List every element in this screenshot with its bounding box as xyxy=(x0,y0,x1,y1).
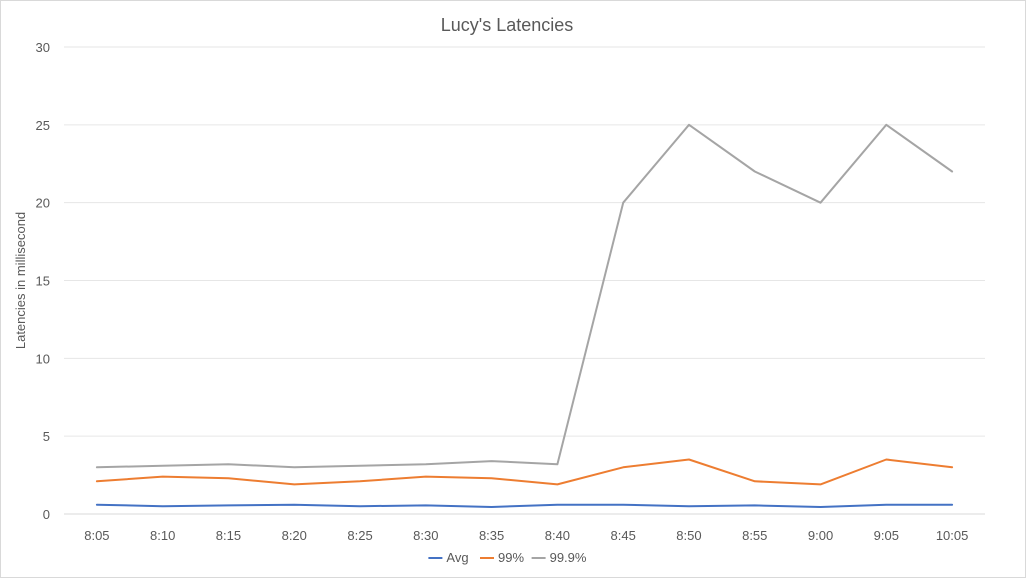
legend-label: Avg xyxy=(446,550,468,565)
y-tick-label: 20 xyxy=(36,196,50,211)
series-line-99- xyxy=(95,458,954,486)
x-tick-label: 8:55 xyxy=(742,528,767,543)
x-tick-label: 8:05 xyxy=(84,528,109,543)
x-tick-label: 8:15 xyxy=(216,528,241,543)
x-tick-label: 10:05 xyxy=(936,528,969,543)
legend-item: Avg xyxy=(428,550,469,565)
x-tick-label: 8:30 xyxy=(413,528,438,543)
x-tick-label: 9:05 xyxy=(874,528,899,543)
y-tick-label: 10 xyxy=(36,351,50,366)
y-axis-title: Latencies in millisecond xyxy=(13,212,28,349)
x-tick-label: 8:10 xyxy=(150,528,175,543)
gridlines xyxy=(64,46,985,515)
x-tick-label: 8:20 xyxy=(282,528,307,543)
x-tick-label: 8:35 xyxy=(479,528,504,543)
x-tick-label: 9:00 xyxy=(808,528,833,543)
legend-item: 99% xyxy=(480,550,524,565)
series-lines xyxy=(95,123,954,508)
y-tick-label: 15 xyxy=(36,274,50,289)
x-tick-label: 8:45 xyxy=(611,528,636,543)
y-tick-label: 25 xyxy=(36,118,50,133)
chart-title: Lucy's Latencies xyxy=(441,15,574,35)
legend-label: 99% xyxy=(498,550,524,565)
legend-item: 99.9% xyxy=(531,550,587,565)
x-tick-label: 8:40 xyxy=(545,528,570,543)
y-tick-label: 5 xyxy=(43,429,50,444)
series-line-avg xyxy=(95,503,954,508)
y-tick-label: 0 xyxy=(43,507,50,522)
legend-label: 99.9% xyxy=(550,550,587,565)
series-line-99-9- xyxy=(95,123,954,469)
x-tick-label: 8:50 xyxy=(676,528,701,543)
x-axis-ticks: 8:05 8:10 8:15 8:20 8:25 8:30 8:35 8:40 8:45 8:50… xyxy=(84,528,968,543)
y-tick-label: 30 xyxy=(36,40,50,55)
legend: Avg 99% 99.9% xyxy=(428,550,587,565)
y-axis-ticks: 0 5 10 15 20 25 30 xyxy=(36,40,50,522)
x-tick-label: 8:25 xyxy=(347,528,372,543)
